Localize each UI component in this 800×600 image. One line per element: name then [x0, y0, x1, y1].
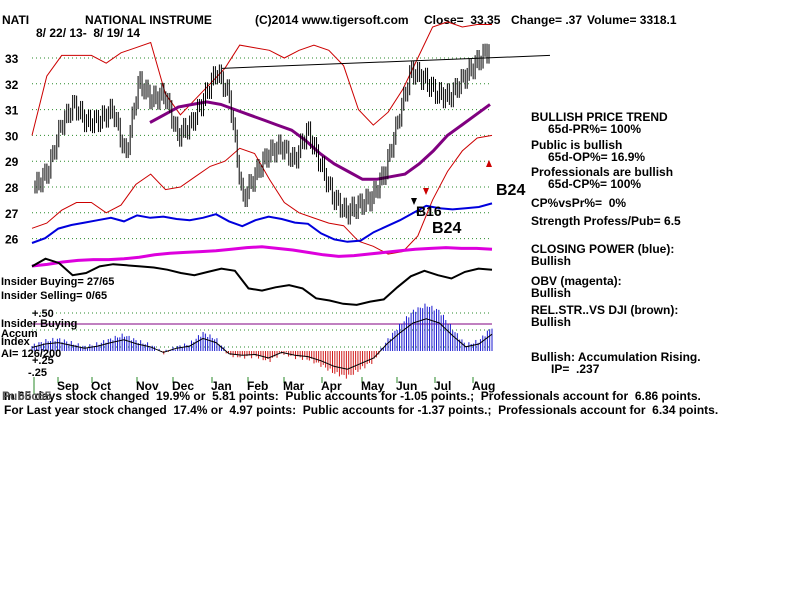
cpvspr: CP%vsPr%= 0%: [531, 196, 627, 210]
resistance-line: [221, 54, 551, 69]
footer-line-1: In 65 days stock changed 19.9% or 5.81 p…: [4, 389, 701, 403]
y-tick-label: 27: [5, 207, 19, 221]
rel-title: REL.STR..VS DJI (brown):: [531, 303, 679, 317]
prof-title: Professionals are bullish: [531, 165, 674, 179]
obv-series: [31, 245, 493, 268]
ai-value: AI= 126/200: [1, 348, 62, 360]
x-tick-label: Oct: [91, 379, 111, 393]
op-value: 65d-OP%= 16.9%: [548, 150, 646, 164]
insider-selling: Insider Selling= 0/65: [1, 290, 108, 302]
indicator-label: +.25: [32, 355, 54, 367]
x-tick-label: Mar: [283, 379, 305, 393]
x-tick-label: Jun: [396, 379, 417, 393]
x-tick-label: May: [361, 379, 385, 393]
accumulation-index: [31, 303, 493, 379]
volume-value: Volume= 3318.1: [587, 13, 677, 27]
strength: Strength Profess/Pub= 6.5: [531, 214, 681, 228]
pr-value: 65d-PR%= 100%: [548, 122, 642, 136]
price-bands: [31, 21, 493, 255]
y-tick-label: 29: [5, 155, 19, 169]
ip-value: IP= .237: [551, 362, 600, 376]
closing-power-title: CLOSING POWER (blue):: [531, 242, 675, 256]
date-range: 8/ 22/ 13- 8/ 19/ 14: [36, 26, 141, 40]
y-tick-label: 33: [5, 52, 19, 66]
arrow-down-icon: [486, 160, 492, 167]
signal-label: B16: [416, 203, 442, 219]
footer-line-2: For Last year stock changed 17.4% or 4.9…: [4, 403, 719, 417]
accum-average-line: [31, 318, 493, 370]
accum-label: Accum: [1, 328, 38, 340]
accum-title: Bullish: Accumulation Rising.: [531, 350, 701, 364]
index-label: Index: [1, 336, 30, 348]
close-value: Close= 33.35: [424, 13, 501, 27]
closing-power-series: [31, 202, 493, 244]
trend-title: BULLISH PRICE TREND: [531, 110, 668, 124]
arrow-up-icon: [411, 198, 417, 205]
x-tick-label: Dec: [172, 379, 194, 393]
obv-title: OBV (magenta):: [531, 274, 622, 288]
indicator-label: +.50: [32, 308, 54, 320]
signal-label: B24: [496, 182, 525, 199]
lower-band: [31, 134, 493, 255]
signal-label: B24: [432, 220, 461, 237]
footer-line-1-overprint: Public65: [2, 389, 52, 403]
y-tick-label: 30: [5, 129, 19, 143]
closing-power-line: [31, 202, 493, 244]
moving-average: [149, 100, 491, 181]
y-tick-label: 28: [5, 181, 19, 195]
y-tick-label: 31: [5, 104, 19, 118]
public-title: Public is bullish: [531, 138, 623, 152]
relative-strength-line: [31, 257, 493, 306]
y-tick-label: 26: [5, 233, 19, 247]
closing-power-status: Bullish: [531, 254, 572, 268]
upper-band: [31, 21, 492, 136]
y-tick-label: 32: [5, 78, 19, 92]
price-series: [34, 43, 490, 225]
y-axis-ticks: 33 32 31 30 29 28 27 26: [5, 52, 19, 247]
x-tick-label: Nov: [136, 379, 159, 393]
rel-status: Bullish: [531, 315, 572, 329]
x-tick-label: Apr: [321, 379, 342, 393]
insider-index-title: Insider Buying: [1, 318, 78, 330]
x-tick-label: Sep: [57, 379, 79, 393]
ticker: NATI: [2, 13, 30, 27]
arrow-up-icon: [423, 188, 429, 195]
indicator-labels: +.50 +.25-.25: [28, 308, 54, 379]
resistance-line: [221, 54, 551, 69]
indicator-label: -.25: [28, 367, 47, 379]
obv-line: [31, 245, 493, 268]
company-name: NATIONAL INSTRUME: [85, 13, 212, 27]
x-tick-label: Aug: [472, 379, 495, 393]
x-tick-label: Jan: [211, 379, 232, 393]
x-axis-ticks: Sep Oct Nov Dec Jan Feb Mar Apr May Jun Jul Aug: [33, 377, 495, 395]
moving-average-line: [149, 100, 491, 181]
cp-value: 65d-CP%= 100%: [548, 177, 642, 191]
x-tick-label: Feb: [247, 379, 268, 393]
change-value: Change= .37: [511, 13, 583, 27]
relative-strength-series: [31, 257, 493, 306]
obv-status: Bullish: [531, 286, 572, 300]
copyright: (C)2014 www.tigersoft.com: [255, 13, 409, 27]
x-tick-label: Jul: [434, 379, 451, 393]
insider-buying: Insider Buying= 27/65: [1, 276, 115, 288]
